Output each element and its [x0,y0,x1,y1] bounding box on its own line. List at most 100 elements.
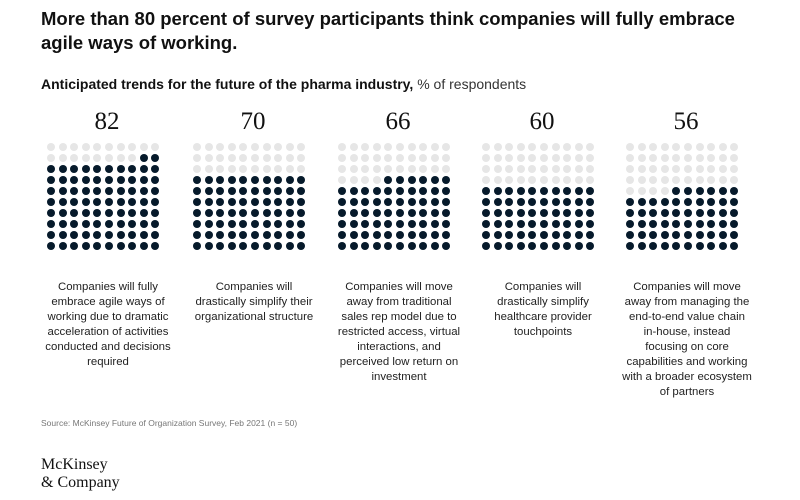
empty-dot [528,165,537,173]
empty-dot [338,154,346,162]
empty-dot [93,143,102,151]
empty-dot [718,165,727,173]
filled-dot [551,209,560,217]
empty-dot [672,154,681,162]
empty-dot [251,154,259,162]
filled-dot [139,187,148,195]
chart-subtitle: Anticipated trends for the future of the… [41,75,526,93]
filled-dot [730,242,739,250]
filled-dot [660,220,669,228]
filled-dot [193,220,201,228]
filled-dot [338,242,346,250]
filled-dot [372,242,381,250]
empty-dot [626,176,634,184]
filled-dot [372,198,381,206]
empty-dot [695,143,704,151]
filled-dot [93,209,102,217]
filled-dot [672,220,681,228]
filled-dot [216,242,225,250]
filled-dot [239,198,248,206]
filled-dot [70,165,79,173]
empty-dot [730,165,739,173]
filled-dot [493,209,502,217]
empty-dot [551,165,560,173]
filled-dot [239,209,248,217]
filled-dot [419,209,428,217]
filled-dot [262,198,271,206]
filled-dot [105,209,113,217]
empty-dot [540,176,548,184]
trend-caption: Companies will drastically simplify heal… [494,281,592,338]
trend-caption: Companies will drastically simplify thei… [194,281,314,323]
filled-dot [384,231,393,239]
empty-dot [586,143,595,151]
source-note: Source: McKinsey Future of Organization … [41,418,298,428]
filled-dot [151,154,160,162]
filled-dot [649,209,658,217]
empty-dot [563,154,572,162]
filled-dot [70,242,79,250]
filled-dot [707,198,716,206]
filled-dot [338,209,346,217]
filled-dot [251,187,259,195]
empty-dot [684,165,692,173]
empty-dot [493,165,502,173]
chart-headline: More than 80 percent of survey participa… [41,8,735,53]
empty-dot [660,176,669,184]
empty-dot [407,143,416,151]
empty-dot [563,143,572,151]
filled-dot [563,187,572,195]
empty-dot [262,154,271,162]
empty-dot [239,143,248,151]
filled-dot [81,165,90,173]
filled-dot [637,242,646,250]
filled-dot [47,176,55,184]
empty-dot [516,176,525,184]
filled-dot [285,198,294,206]
filled-dot [262,242,271,250]
filled-dot [227,242,236,250]
filled-dot [239,176,248,184]
filled-dot [551,187,560,195]
empty-dot [430,154,439,162]
filled-dot [718,187,727,195]
empty-dot [105,154,113,162]
filled-dot [707,231,716,239]
filled-dot [204,220,213,228]
filled-dot [419,231,428,239]
filled-dot [128,198,137,206]
filled-dot [695,198,704,206]
filled-dot [586,187,595,195]
empty-dot [384,143,393,151]
filled-dot [442,176,451,184]
filled-dot [649,220,658,228]
empty-dot [626,187,634,195]
filled-dot [204,198,213,206]
filled-dot [297,231,306,239]
filled-dot [419,176,428,184]
empty-dot [649,176,658,184]
filled-dot [81,209,90,217]
filled-dot [493,242,502,250]
trend-panel-5: 56 Companies will move away from managin… [622,105,761,398]
filled-dot [105,198,113,206]
filled-dot [116,231,125,239]
empty-dot [251,165,259,173]
filled-dot [384,209,393,217]
empty-dot [626,154,634,162]
subtitle-main: Anticipated trends for the future of the… [41,76,414,92]
empty-dot [574,176,583,184]
empty-dot [637,176,646,184]
filled-dot [574,198,583,206]
empty-dot [672,176,681,184]
empty-dot [396,165,404,173]
empty-dot [70,143,79,151]
filled-dot [139,220,148,228]
logo-line-1: McKinsey [41,456,108,473]
filled-dot [505,242,514,250]
empty-dot [285,143,294,151]
empty-dot [349,143,358,151]
empty-dot [684,176,692,184]
filled-dot [105,220,113,228]
filled-dot [430,198,439,206]
